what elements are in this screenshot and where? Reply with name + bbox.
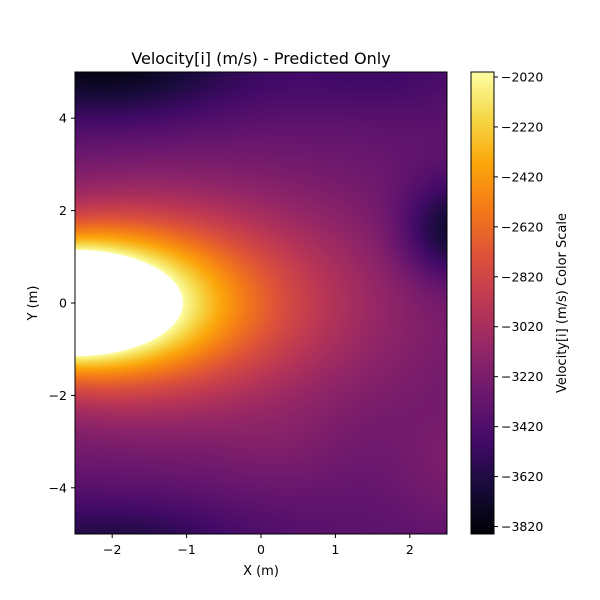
y-axis-ticks: −4 −2 0 2 4	[49, 111, 75, 495]
obstacle-ellipse	[75, 249, 183, 357]
colorbar-tick-label: −3420	[501, 419, 543, 434]
x-tick-label: −2	[103, 542, 121, 557]
y-tick-label: −2	[49, 388, 67, 403]
colorbar-tick-label: −2620	[501, 219, 543, 234]
colorbar-tick-label: −3020	[501, 319, 543, 334]
y-tick-label: 4	[59, 111, 67, 126]
x-tick-label: 2	[406, 542, 414, 557]
chart-title: Velocity[i] (m/s) - Predicted Only	[131, 49, 390, 68]
colorbar-gradient	[470, 71, 495, 535]
colorbar-label: Velocity[i] (m/s) Color Scale	[555, 213, 570, 393]
y-tick-label: −4	[49, 480, 67, 495]
colorbar-tick-label: −2220	[501, 119, 543, 134]
colorbar-tick-label: −3220	[501, 369, 543, 384]
colorbar-tick-label: −2020	[501, 69, 543, 84]
colorbar-tick-label: −2820	[501, 269, 543, 284]
x-tick-label: 1	[331, 542, 339, 557]
x-tick-label: 0	[257, 542, 265, 557]
colorbar-tick-label: −3620	[501, 469, 543, 484]
x-tick-label: −1	[177, 542, 195, 557]
y-tick-label: 2	[59, 203, 67, 218]
colorbar: −2020 −2220 −2420 −2620 −2820 −3020 −3220 −3420…	[470, 69, 570, 535]
x-axis-ticks: −2 −1 0 1 2	[103, 534, 414, 557]
colorbar-ticks: −2020 −2220 −2420 −2620 −2820 −3020 −3220 −3420…	[494, 69, 543, 534]
y-tick-label: 0	[59, 296, 67, 311]
plot-area	[74, 71, 448, 535]
colorbar-tick-label: −2420	[501, 169, 543, 184]
y-axis-label: Y (m)	[26, 286, 41, 322]
colorbar-tick-label: −3820	[501, 519, 543, 534]
x-axis-label: X (m)	[243, 564, 279, 579]
